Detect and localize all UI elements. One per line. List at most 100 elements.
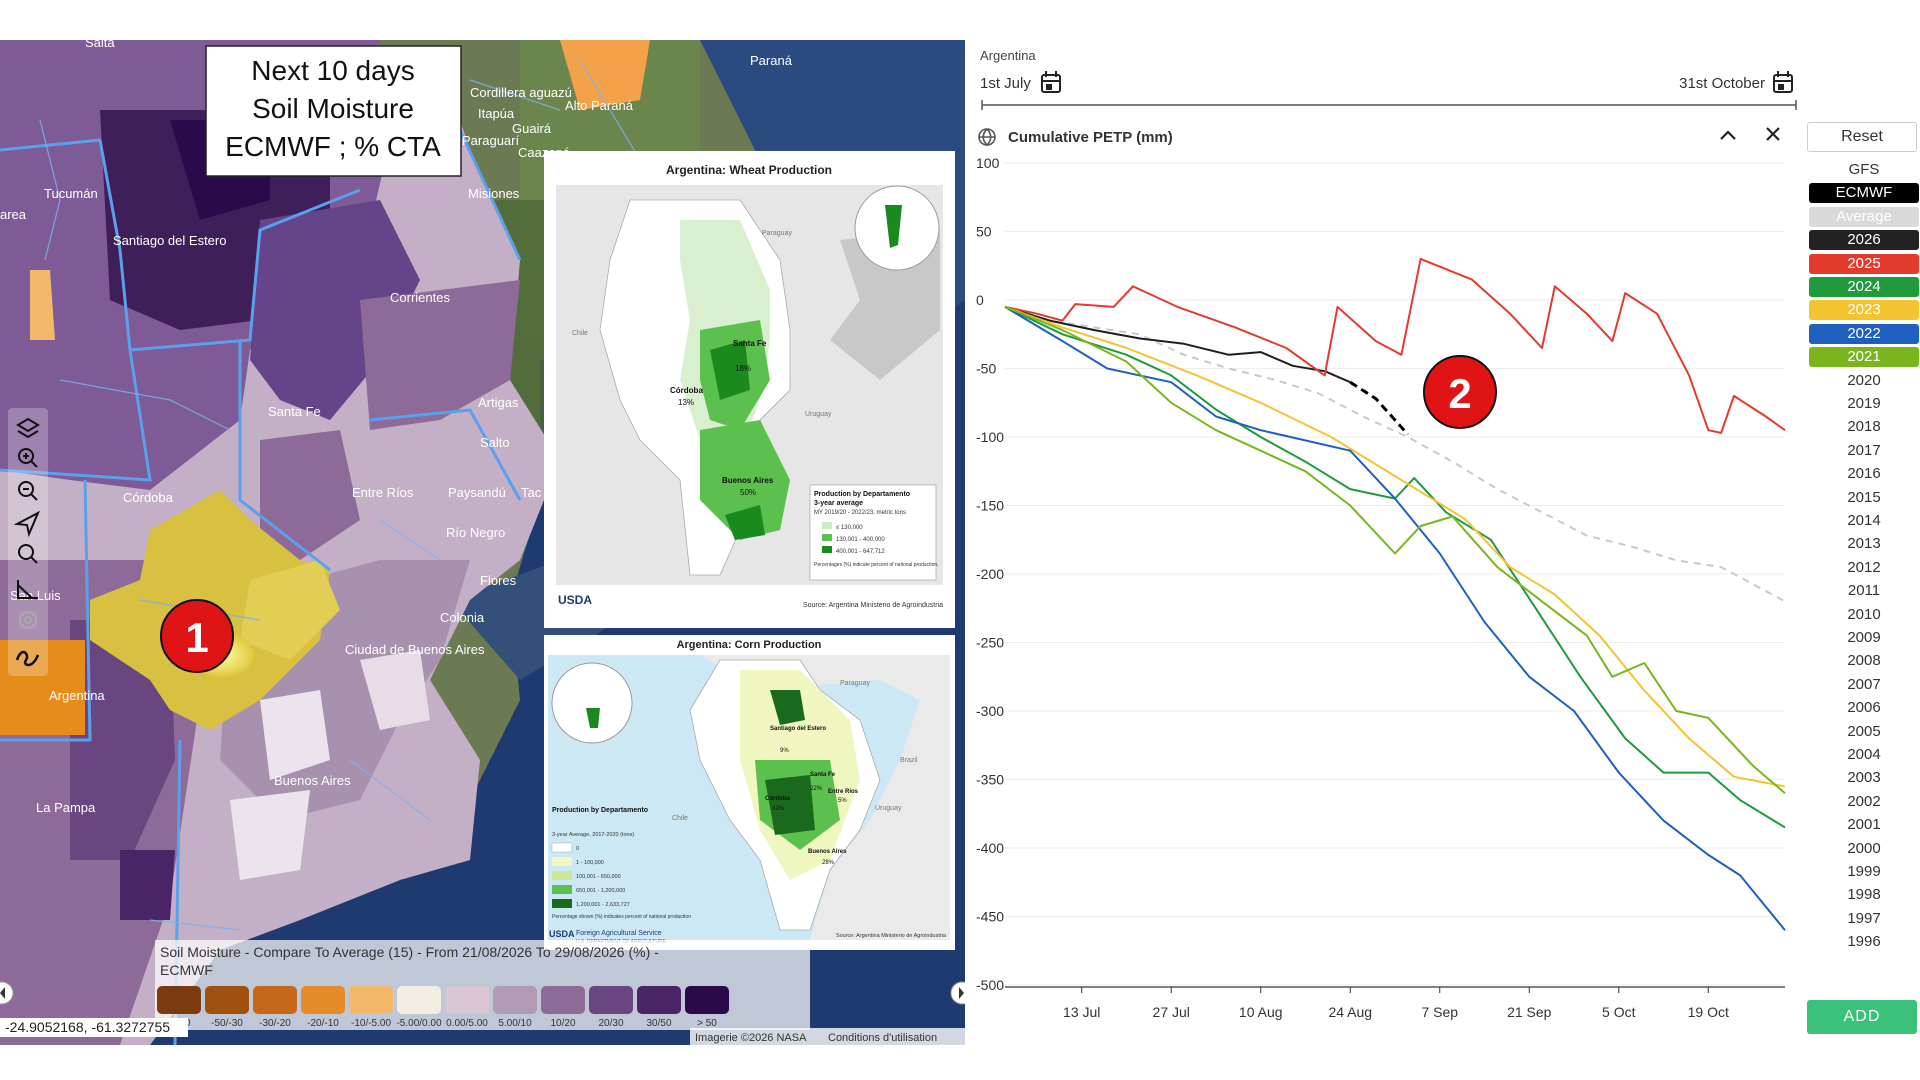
legend-item-1999[interactable]: 1999: [1809, 862, 1919, 882]
legend-swatch: [493, 986, 537, 1014]
map-label-entre-rios: Entre Ríos: [352, 485, 414, 500]
wheat-legend-item-3: 400,001 - 647,712: [836, 549, 885, 555]
corn-label-buenos-aires: Buenos Aires: [808, 849, 847, 855]
legend-swatch: [685, 986, 729, 1014]
series-lines: [1004, 257, 1786, 931]
legend-swatch: [445, 986, 489, 1014]
map-label-tucuman: Tucumán: [44, 186, 98, 201]
legend-item-2011[interactable]: 2011: [1809, 581, 1919, 602]
legend-item-2012[interactable]: 2012: [1809, 557, 1919, 578]
terms-link[interactable]: Conditions d'utilisation: [828, 1032, 937, 1044]
legend-item-1996[interactable]: 1996: [1809, 932, 1919, 953]
legend-item-2003[interactable]: 2003: [1809, 768, 1919, 789]
y-tick-label: -200: [976, 566, 1004, 582]
legend-item-2009[interactable]: 2009: [1809, 628, 1919, 648]
draw-icon[interactable]: [15, 650, 40, 667]
legend-item-2021[interactable]: 2021: [1809, 347, 1919, 368]
series-line-2026: [1004, 305, 1351, 384]
legend-swatch: [301, 986, 345, 1014]
legend-item-2017[interactable]: 2017: [1809, 440, 1919, 461]
legend-item-2020[interactable]: 2020: [1809, 370, 1919, 391]
corn-usda-logo: USDA: [549, 929, 575, 939]
legend-item-2023[interactable]: 2023: [1809, 300, 1919, 321]
measure-icon[interactable]: [17, 580, 38, 599]
legend-bin-label: 0.00/5.00: [446, 1018, 488, 1029]
scroll-left-button[interactable]: [0, 981, 14, 1005]
legend-item-2018[interactable]: 2018: [1809, 417, 1919, 438]
legend-item-2016[interactable]: 2016: [1809, 464, 1919, 485]
globe-icon: [978, 128, 996, 147]
map-label-paysandu: Paysandú: [448, 485, 506, 500]
soil-legend-title-line-2: ECMWF: [160, 962, 213, 978]
legend-item-2004[interactable]: 2004: [1809, 745, 1919, 765]
y-tick-label: -450: [976, 909, 1004, 925]
zoom-in-icon[interactable]: [18, 448, 38, 468]
legend-item-ecmwf[interactable]: ECMWF: [1809, 183, 1919, 204]
corn-label-entre-rios: Entre Ríos: [828, 789, 859, 795]
target-icon[interactable]: [19, 611, 37, 629]
map-label-cordillera: Cordillera aguazú: [470, 85, 572, 100]
zoom-out-icon[interactable]: [18, 481, 38, 501]
legend-bin-label: -50/-30: [211, 1018, 243, 1029]
y-tick-label: 0: [976, 292, 984, 308]
wheat-map-title: Argentina: Wheat Production: [666, 163, 832, 177]
y-tick-label: 50: [976, 224, 992, 240]
legend-item-2002[interactable]: 2002: [1809, 791, 1919, 812]
y-tick-label: -300: [976, 703, 1004, 719]
add-button[interactable]: ADD: [1807, 1000, 1917, 1034]
search-icon[interactable]: [18, 544, 38, 564]
reset-button[interactable]: Reset: [1807, 122, 1917, 152]
legend-swatch: [397, 986, 441, 1014]
legend-item-2008[interactable]: 2008: [1809, 651, 1919, 672]
corn-legend-title: Production by Departamento: [552, 807, 648, 814]
map-label-rio-negro: Río Negro: [446, 525, 505, 540]
legend-item-2013[interactable]: 2013: [1809, 534, 1919, 555]
date-range-slider[interactable]: [981, 100, 1797, 110]
legend-item-2000[interactable]: 2000: [1809, 838, 1919, 859]
map-label-san-luis: San Luis: [10, 588, 61, 603]
start-calendar-icon[interactable]: [1041, 71, 1061, 93]
legend-item-2007[interactable]: 2007: [1809, 674, 1919, 695]
legend-item-2025[interactable]: 2025: [1809, 253, 1919, 274]
close-icon[interactable]: [1766, 127, 1780, 141]
wheat-label-buenos-aires: Buenos Aires: [722, 476, 774, 485]
corn-legend-item-2: 1 - 100,000: [576, 860, 604, 866]
legend-item-2010[interactable]: 2010: [1809, 604, 1919, 625]
legend-item-1997[interactable]: 1997: [1809, 908, 1919, 929]
legend-bin-label: -20/-10: [307, 1018, 339, 1029]
coords-text: -24.9052168, -61.3272755: [5, 1019, 170, 1035]
corn-fas-label: Foreign Agricultural Service: [576, 930, 662, 937]
map-label-salta: Salta: [85, 35, 115, 50]
legend-item-2014[interactable]: 2014: [1809, 511, 1919, 531]
y-tick-label: -250: [976, 635, 1004, 651]
legend-item-2015[interactable]: 2015: [1809, 487, 1919, 508]
legend-item-2006[interactable]: 2006: [1809, 698, 1919, 719]
corn-legend-item-5: 1,200,001 - 2,633,727: [576, 902, 630, 908]
navigate-icon[interactable]: [13, 510, 41, 538]
legend-bin-label: 30/50: [646, 1018, 671, 1029]
end-calendar-icon[interactable]: [1773, 71, 1793, 93]
collapse-icon[interactable]: [1720, 130, 1736, 140]
map-label-corrientes: Corrientes: [390, 290, 450, 305]
legend-bin-label: 20/30: [598, 1018, 623, 1029]
legend-item-1998[interactable]: 1998: [1809, 885, 1919, 906]
legend-item-2019[interactable]: 2019: [1809, 394, 1919, 414]
legend-item-2005[interactable]: 2005: [1809, 721, 1919, 742]
chart-plot: 100 50 0 -50 -100 -150 -200 -250 -300 -350 -400 -45…: [976, 155, 1786, 1020]
imagery-credit: Imagerie ©2026 NASA: [695, 1032, 807, 1044]
x-tick-label: 7 Sep: [1421, 1004, 1458, 1020]
scroll-right-button[interactable]: [950, 981, 973, 1005]
end-date-label: 31st October: [1679, 75, 1765, 92]
wheat-legend-sub: 3-year average: [814, 500, 863, 507]
legend-item-2026[interactable]: 2026: [1809, 230, 1919, 251]
map-label-cordoba: Córdoba: [123, 490, 174, 505]
corn-legend-item-1: 0: [576, 846, 579, 852]
legend-item-gfs[interactable]: GFS: [1809, 160, 1919, 180]
legend-item-2001[interactable]: 2001: [1809, 815, 1919, 836]
legend-item-2022[interactable]: 2022: [1809, 323, 1919, 344]
coordinates-readout: -24.9052168, -61.3272755: [0, 1018, 188, 1037]
layers-icon[interactable]: [16, 417, 40, 439]
legend-item-average[interactable]: Average: [1809, 206, 1919, 227]
wheat-label-chile: Chile: [572, 330, 588, 337]
legend-item-2024[interactable]: 2024: [1809, 277, 1919, 297]
